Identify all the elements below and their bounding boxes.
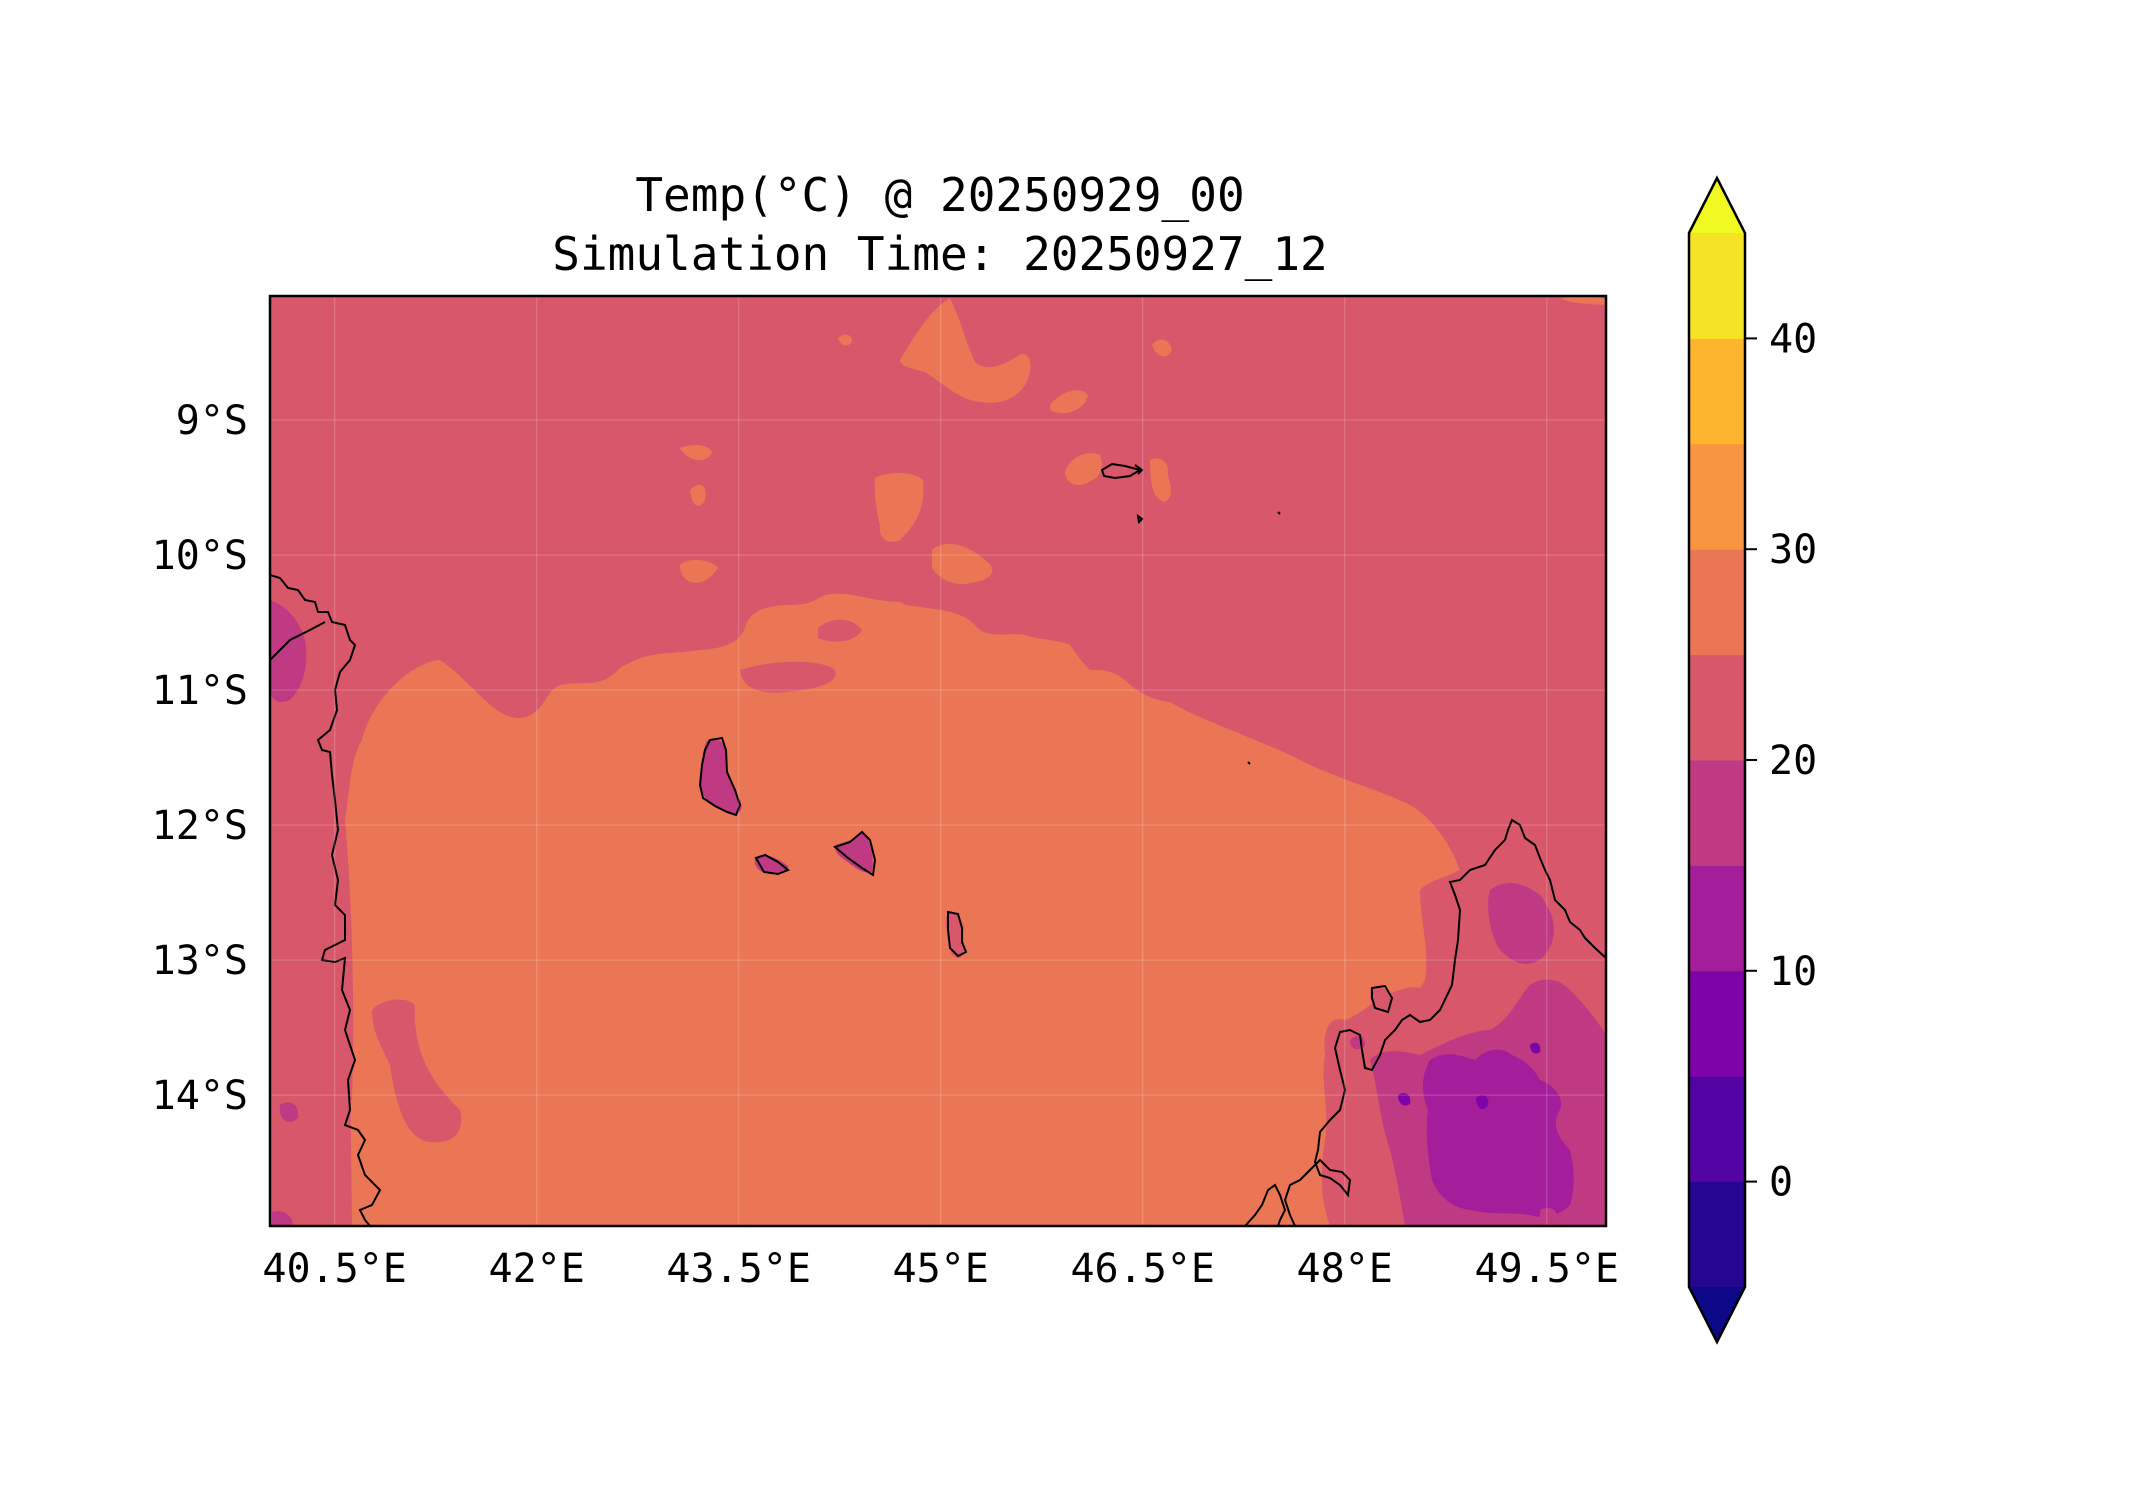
warm-patch-11 bbox=[838, 334, 852, 346]
colorbar-over-arrow bbox=[1689, 178, 1745, 233]
coastline-islet-3 bbox=[1247, 761, 1251, 765]
island-east-small bbox=[1370, 986, 1392, 1009]
warm-patch-6 bbox=[680, 445, 712, 461]
coldest-spot-3 bbox=[1398, 1093, 1411, 1106]
warm-patch-3 bbox=[874, 472, 924, 542]
colorbar-band bbox=[1689, 549, 1745, 656]
cold-region-east-1 bbox=[1488, 883, 1555, 965]
colorbar-tick-label: 20 bbox=[1769, 738, 1817, 784]
coastline-madagascar bbox=[1283, 818, 1606, 1226]
lat-tick-label: 12°S bbox=[152, 803, 248, 849]
lat-tick-label: 13°S bbox=[152, 938, 248, 984]
colorbar-band bbox=[1689, 970, 1745, 1077]
warm-region-main bbox=[270, 593, 1460, 1226]
lat-tick-label: 14°S bbox=[152, 1073, 248, 1119]
coldest-spot-1 bbox=[1476, 1095, 1489, 1110]
colorbar-tick-label: 0 bbox=[1769, 1160, 1793, 1206]
coastline-aldabra-2 bbox=[1134, 464, 1144, 475]
coastline-africa-inner bbox=[270, 621, 326, 661]
colorbar-band bbox=[1689, 1076, 1745, 1183]
cold-patch-west bbox=[270, 600, 307, 702]
coastline-grande-comore bbox=[698, 736, 742, 817]
coldest-spot-2 bbox=[1530, 1042, 1541, 1054]
coastlines bbox=[270, 462, 1606, 1226]
warm-patch-9 bbox=[932, 543, 993, 585]
colorbar-band bbox=[1689, 865, 1745, 972]
lat-tick-label: 11°S bbox=[152, 668, 248, 714]
colorbar: 0 10 20 30 40 bbox=[1687, 175, 1817, 1345]
colorbar-band bbox=[1689, 760, 1745, 866]
warm-patch-north bbox=[900, 298, 1031, 403]
latitude-labels: 9°S 10°S 11°S 12°S 13°S 14°S bbox=[152, 398, 248, 1119]
colorbar-band bbox=[1689, 338, 1745, 445]
coastline-islet-4 bbox=[1371, 984, 1394, 1014]
warm-patch-8 bbox=[680, 559, 718, 583]
cold-patch-west-3 bbox=[272, 1211, 293, 1226]
colorbar-band bbox=[1689, 443, 1745, 550]
cool-bay-3 bbox=[372, 999, 462, 1143]
warm-patch-10 bbox=[1560, 296, 1606, 305]
coldest-region-east-1 bbox=[1422, 1049, 1574, 1217]
colorbar-tick-label: 30 bbox=[1769, 527, 1817, 573]
coastline-islet-2 bbox=[1277, 511, 1281, 515]
coastline-islet-1 bbox=[1136, 513, 1144, 525]
colorbar-outline bbox=[1687, 175, 1747, 1345]
longitude-labels: 40.5°E 42°E 43.5°E 45°E 46.5°E 48°E 49.5°E bbox=[262, 1246, 1619, 1292]
cold-patch-east-4 bbox=[1540, 1208, 1557, 1222]
coastline-moheli bbox=[754, 853, 790, 876]
colorbar-tick-label: 10 bbox=[1769, 949, 1817, 995]
map-frame bbox=[268, 294, 1608, 1228]
cold-patch-west-2 bbox=[279, 1102, 299, 1122]
coastline-anjouan bbox=[832, 830, 877, 877]
lat-tick-label: 9°S bbox=[176, 398, 248, 444]
island-grande-comore bbox=[700, 738, 742, 815]
lon-tick-label: 43.5°E bbox=[666, 1246, 811, 1292]
lat-tick-label: 10°S bbox=[152, 533, 248, 579]
colorbar-band bbox=[1689, 233, 1745, 339]
warm-patch-12 bbox=[1152, 339, 1172, 357]
coastline-aldabra bbox=[1100, 462, 1143, 480]
lon-tick-label: 45°E bbox=[893, 1246, 989, 1292]
warm-patch-4 bbox=[1065, 453, 1102, 485]
colorbar-under-arrow bbox=[1689, 1287, 1745, 1342]
warm-patch-7 bbox=[690, 484, 706, 506]
lon-tick-label: 42°E bbox=[488, 1246, 584, 1292]
coastline-mayotte bbox=[947, 910, 968, 958]
lon-tick-label: 46.5°E bbox=[1070, 1246, 1215, 1292]
island-anjouan bbox=[834, 832, 873, 873]
cool-bay-1 bbox=[818, 619, 862, 642]
cool-bay-2 bbox=[740, 661, 836, 693]
map-subtitle: Simulation Time: 20250927_12 bbox=[552, 227, 1328, 281]
lon-tick-label: 49.5°E bbox=[1474, 1246, 1619, 1292]
cool-strip-west-coast bbox=[270, 570, 360, 1226]
coastline-madagascar-tip bbox=[1244, 1183, 1287, 1226]
colorbar-band bbox=[1689, 654, 1745, 761]
map-gridlines bbox=[270, 296, 1606, 1226]
warm-patch-2 bbox=[1050, 390, 1088, 414]
lon-tick-label: 40.5°E bbox=[262, 1246, 407, 1292]
temperature-map bbox=[270, 296, 1606, 1226]
colorbar-tick-label: 40 bbox=[1769, 316, 1817, 362]
colorbar-band bbox=[1689, 1181, 1745, 1288]
lon-tick-label: 48°E bbox=[1297, 1246, 1393, 1292]
coastline-africa bbox=[270, 574, 382, 1226]
map-title: Temp(°C) @ 20250929_00 bbox=[635, 168, 1245, 222]
warm-patch-5 bbox=[1150, 458, 1172, 502]
